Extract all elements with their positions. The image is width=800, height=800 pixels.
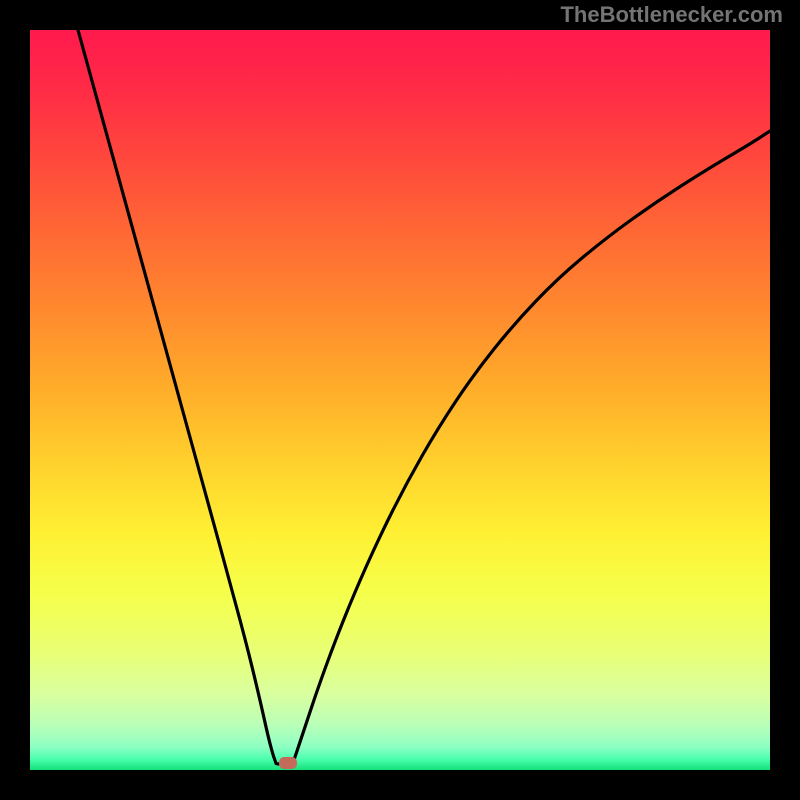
watermark-text: TheBottlenecker.com	[560, 2, 783, 28]
plot-area	[30, 30, 770, 770]
optimum-marker	[279, 757, 297, 769]
chart-canvas: TheBottlenecker.com	[0, 0, 800, 800]
bottleneck-curve	[30, 30, 770, 770]
